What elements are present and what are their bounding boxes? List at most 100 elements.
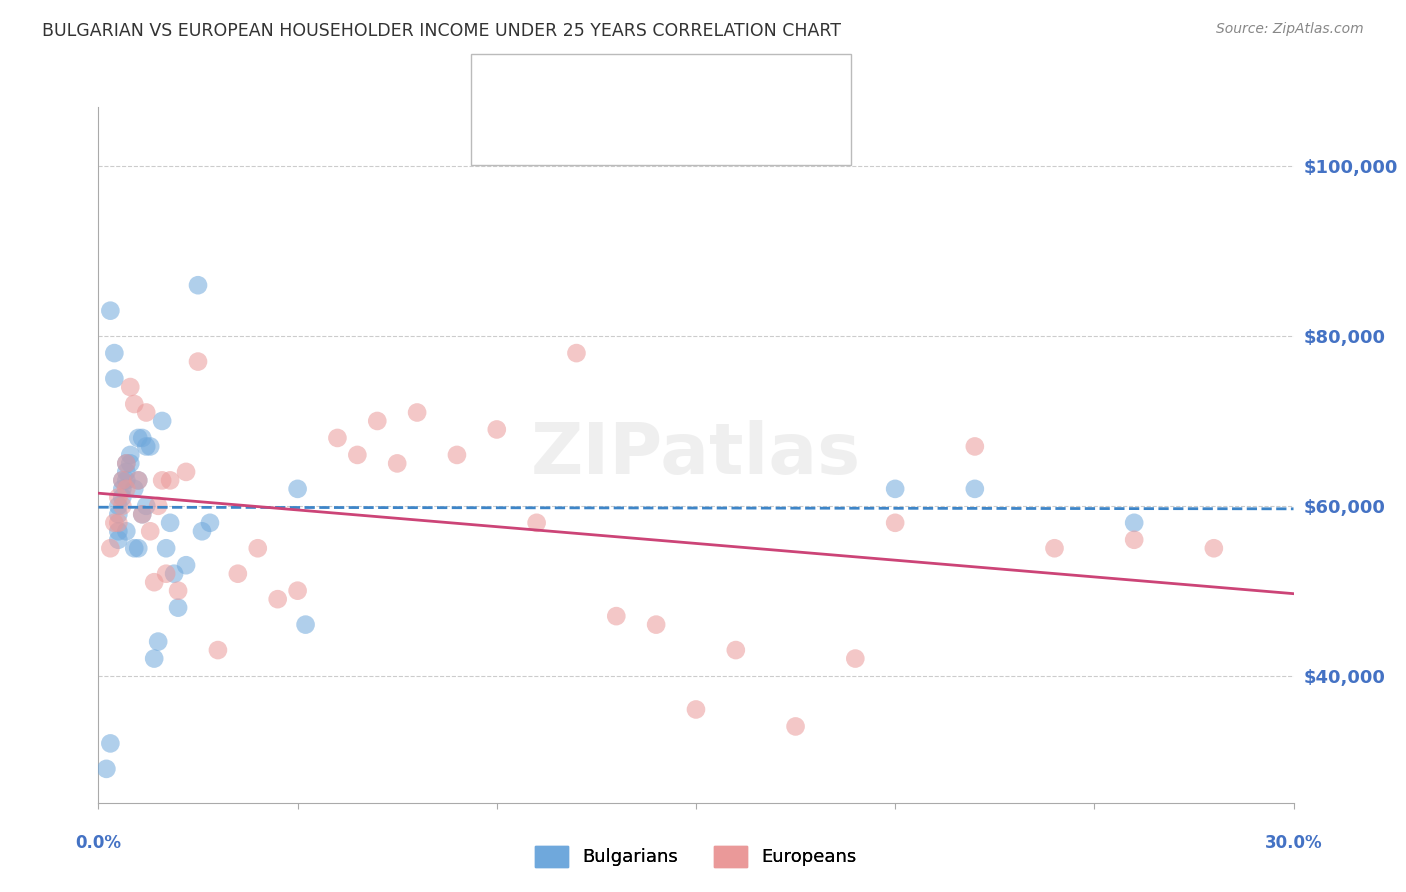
Point [207,643,229,657]
Point [884,482,907,496]
Point [163,566,186,581]
Text: N = 44: N = 44 [685,78,747,96]
Text: 30.0%: 30.0% [1265,834,1322,852]
Point [135,405,157,419]
Point [148,499,170,513]
Point [115,482,138,496]
Point [107,533,129,547]
Point [127,541,149,556]
Point [111,491,134,505]
Point [785,719,807,733]
Point [446,448,468,462]
Point [111,482,134,496]
Point [174,465,197,479]
Point [346,448,368,462]
Point [107,516,129,530]
Point [191,524,214,539]
Point [124,541,146,556]
Point [526,516,548,530]
Point [884,516,907,530]
Point [187,354,209,368]
Point [605,609,627,624]
Point [107,499,129,513]
Point [226,566,249,581]
Point [150,474,173,488]
Point [100,736,122,750]
Point [198,516,221,530]
Point [267,592,290,607]
Point [645,617,668,632]
Point [294,617,316,632]
Point [187,278,209,293]
Point [963,439,986,453]
Point [174,558,197,573]
Point [246,541,269,556]
Point [1123,533,1146,547]
Point [124,397,146,411]
Text: R =  0.060: R = 0.060 [508,131,596,150]
Point [131,508,153,522]
Point [103,346,125,360]
Point [107,491,129,505]
Point [115,524,138,539]
Point [844,651,866,665]
Point [155,566,177,581]
Point [107,508,129,522]
Point [96,762,118,776]
Point [139,439,162,453]
Point [100,541,122,556]
Point [131,431,153,445]
Point [111,474,134,488]
Point [103,516,125,530]
Point [120,448,142,462]
Point [963,482,986,496]
Point [135,499,157,513]
Point [167,583,190,598]
Point [103,371,125,385]
Point [287,583,309,598]
Text: Source: ZipAtlas.com: Source: ZipAtlas.com [1216,22,1364,37]
Point [131,508,153,522]
Point [326,431,349,445]
Point [120,380,142,394]
Point [148,634,170,648]
Point [159,474,181,488]
Text: BULGARIAN VS EUROPEAN HOUSEHOLDER INCOME UNDER 25 YEARS CORRELATION CHART: BULGARIAN VS EUROPEAN HOUSEHOLDER INCOME… [42,22,841,40]
Point [366,414,388,428]
Point [167,600,190,615]
Text: ■: ■ [485,77,505,97]
Point [100,303,122,318]
Point [150,414,173,428]
Point [107,524,129,539]
Point [1202,541,1225,556]
Point [120,457,142,471]
Point [724,643,747,657]
Text: 0.0%: 0.0% [76,834,121,852]
Point [1123,516,1146,530]
Point [115,457,138,471]
Point [159,516,181,530]
Point [127,474,149,488]
Point [485,422,508,436]
Point [115,457,138,471]
Point [1043,541,1066,556]
Point [143,651,166,665]
Point [685,702,707,716]
Point [115,474,138,488]
Point [111,499,134,513]
Point [406,405,429,419]
Text: ■: ■ [485,130,505,151]
Point [139,524,162,539]
Point [155,541,177,556]
Point [135,439,157,453]
Point [127,431,149,445]
Point [115,465,138,479]
Point [111,474,134,488]
Point [124,482,146,496]
Point [565,346,588,360]
Point [287,482,309,496]
Point [143,575,166,590]
Text: ZIPatlas: ZIPatlas [531,420,860,490]
Text: N = 47: N = 47 [685,131,747,150]
Point [385,457,409,471]
